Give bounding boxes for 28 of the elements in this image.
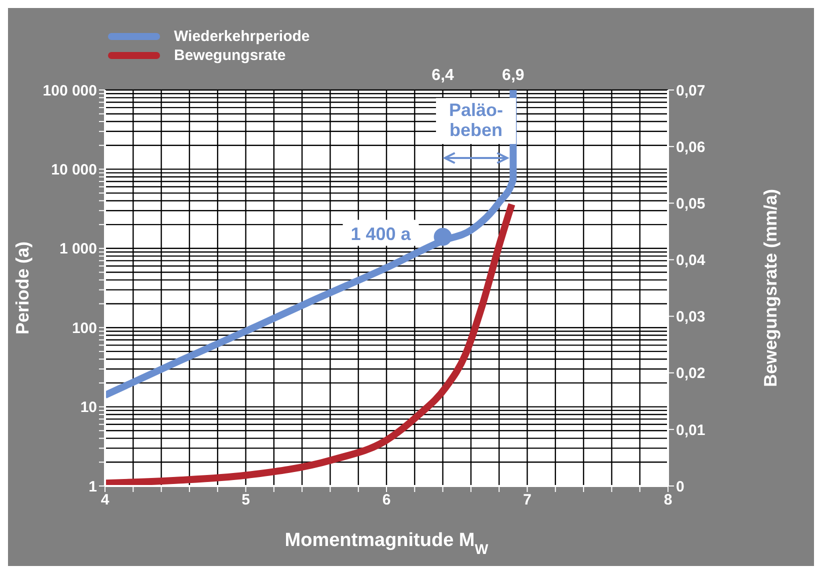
y2-axis-title: Bewegungsrate (mm/a) xyxy=(760,188,780,388)
y2-tick-label: 0,02 xyxy=(676,365,706,382)
x-tick-label: 8 xyxy=(664,492,672,509)
annotation: Paläo- beben xyxy=(448,100,504,140)
y-tick-label: 1 xyxy=(88,478,97,496)
y2-tick-label: 0,03 xyxy=(676,308,706,326)
x-tick-label: 6 xyxy=(382,492,391,509)
x2-tick-label: 6,9 xyxy=(502,67,524,84)
y-axis-title: Periode (a) xyxy=(12,241,32,335)
x-axis-title: Momentmagnitude M$_{W}$ xyxy=(284,530,489,558)
x-tick-label: 7 xyxy=(523,492,532,509)
y2-tick-label: 0,05 xyxy=(676,195,706,212)
legend-label: Bewegungsrate xyxy=(174,47,286,64)
y2-tick-label: 0,01 xyxy=(676,422,706,439)
legend-label: Wiederkehrperiode xyxy=(174,28,310,45)
y-tick-label: 1 000 xyxy=(59,240,97,258)
y-tick-label: 100 000 xyxy=(42,82,97,100)
x2-tick-label: 6,4 xyxy=(432,67,454,84)
y2-tick-label: 0,07 xyxy=(676,82,706,100)
y-tick-label: 100 xyxy=(72,320,97,337)
x-tick-label: 5 xyxy=(242,492,250,509)
y2-tick-label: 0,06 xyxy=(676,138,706,156)
y-tick-label: 10 xyxy=(80,399,97,416)
y2-tick-label: 0 xyxy=(676,478,684,496)
y-tick-label: 10 000 xyxy=(51,162,97,179)
annotation: 1 400 a xyxy=(350,224,412,244)
y2-tick-label: 0,04 xyxy=(676,252,706,270)
x-tick-label: 4 xyxy=(100,492,110,509)
